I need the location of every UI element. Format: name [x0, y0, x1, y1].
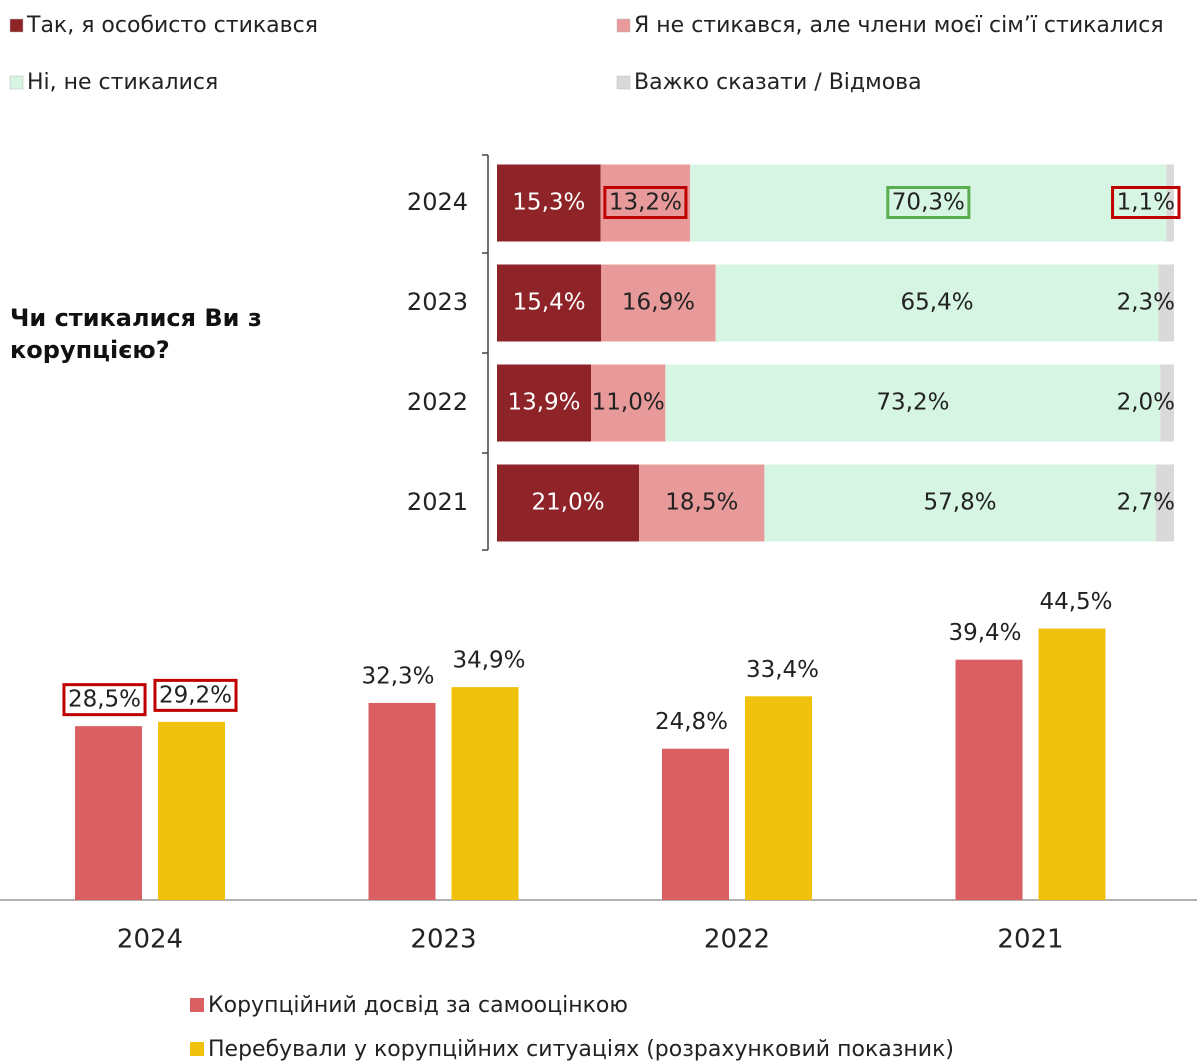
bar-segment — [600, 164, 691, 242]
bar-segment — [497, 264, 602, 342]
value-label: 29,2% — [159, 682, 232, 708]
bar-segment — [497, 364, 592, 442]
highlight-box — [603, 186, 688, 219]
y-tick-label: 2022 — [407, 388, 468, 416]
value-label: 44,5% — [1039, 589, 1112, 615]
value-label: 32,3% — [361, 663, 434, 689]
highlight-box — [1111, 186, 1181, 219]
legend-swatch — [9, 75, 24, 90]
value-label: 13,9% — [507, 390, 580, 416]
value-label: 57,8% — [924, 490, 997, 516]
legend-label: Корупційний досвід за самооцінкою — [208, 993, 628, 1018]
bar — [451, 687, 519, 900]
value-label: 21,0% — [532, 490, 605, 516]
bar-segment — [497, 464, 640, 542]
bar-segment — [591, 364, 666, 442]
value-label: 13,2% — [609, 190, 682, 216]
value-label: 18,5% — [665, 490, 738, 516]
value-label: 39,4% — [948, 620, 1021, 646]
legend-swatch — [9, 18, 24, 33]
value-label: 24,8% — [655, 709, 728, 735]
legend-label: Так, я особисто стикався — [26, 13, 318, 38]
value-label: 73,2% — [876, 390, 949, 416]
bar — [745, 696, 812, 900]
value-label: 16,9% — [622, 290, 695, 316]
bar-segment — [690, 164, 1167, 242]
value-label: 33,4% — [746, 657, 819, 683]
y-tick-label: 2021 — [407, 488, 468, 516]
x-tick-label: 2024 — [117, 925, 183, 955]
bar — [368, 702, 436, 900]
bar-segment — [764, 464, 1156, 542]
legend-label: Перебували у корупційних ситуаціях (розр… — [208, 1037, 954, 1061]
highlight-box — [62, 683, 147, 717]
legend-label: Ні, не стикалися — [27, 70, 218, 95]
bar — [955, 659, 1023, 900]
value-label: 28,5% — [68, 687, 141, 713]
bar-segment — [639, 464, 765, 542]
bar-segment — [497, 164, 601, 242]
value-label: 34,9% — [452, 648, 525, 674]
y-tick-label: 2023 — [407, 288, 468, 316]
value-label: 15,3% — [512, 190, 585, 216]
legend-label: Важко сказати / Відмова — [634, 70, 922, 95]
highlight-box — [886, 186, 971, 219]
value-label: 11,0% — [592, 390, 665, 416]
bar — [158, 721, 225, 900]
value-label: 15,4% — [513, 290, 586, 316]
legend-swatch — [190, 998, 204, 1012]
bar — [75, 726, 142, 900]
x-tick-label: 2022 — [704, 925, 770, 955]
bar-segment — [1166, 164, 1174, 242]
chart-title: Чи стикалися Ви з корупцією? — [10, 304, 262, 364]
legend-label: Я не стикався, але члени моєї сім’ї стик… — [634, 13, 1164, 38]
value-label: 65,4% — [901, 290, 974, 316]
y-tick-label: 2024 — [407, 188, 468, 216]
highlight-box — [153, 678, 238, 712]
bar-segment — [715, 264, 1159, 342]
value-label: 2,3% — [1117, 290, 1175, 316]
legend-swatch — [616, 75, 631, 90]
bar-segment — [665, 364, 1161, 442]
bar-segment — [1160, 364, 1174, 442]
bar-segment — [601, 264, 716, 342]
legend-swatch — [616, 18, 631, 33]
x-tick-label: 2021 — [997, 925, 1063, 955]
legend-swatch — [190, 1042, 204, 1056]
value-label: 70,3% — [892, 190, 965, 216]
value-label: 2,0% — [1117, 390, 1175, 416]
x-tick-label: 2023 — [410, 925, 476, 955]
bar-segment — [1158, 264, 1174, 342]
bar — [662, 748, 729, 900]
value-label: 1,1% — [1117, 190, 1175, 216]
bar-segment — [1155, 464, 1174, 542]
bar — [1038, 628, 1106, 900]
value-label: 2,7% — [1117, 490, 1175, 516]
